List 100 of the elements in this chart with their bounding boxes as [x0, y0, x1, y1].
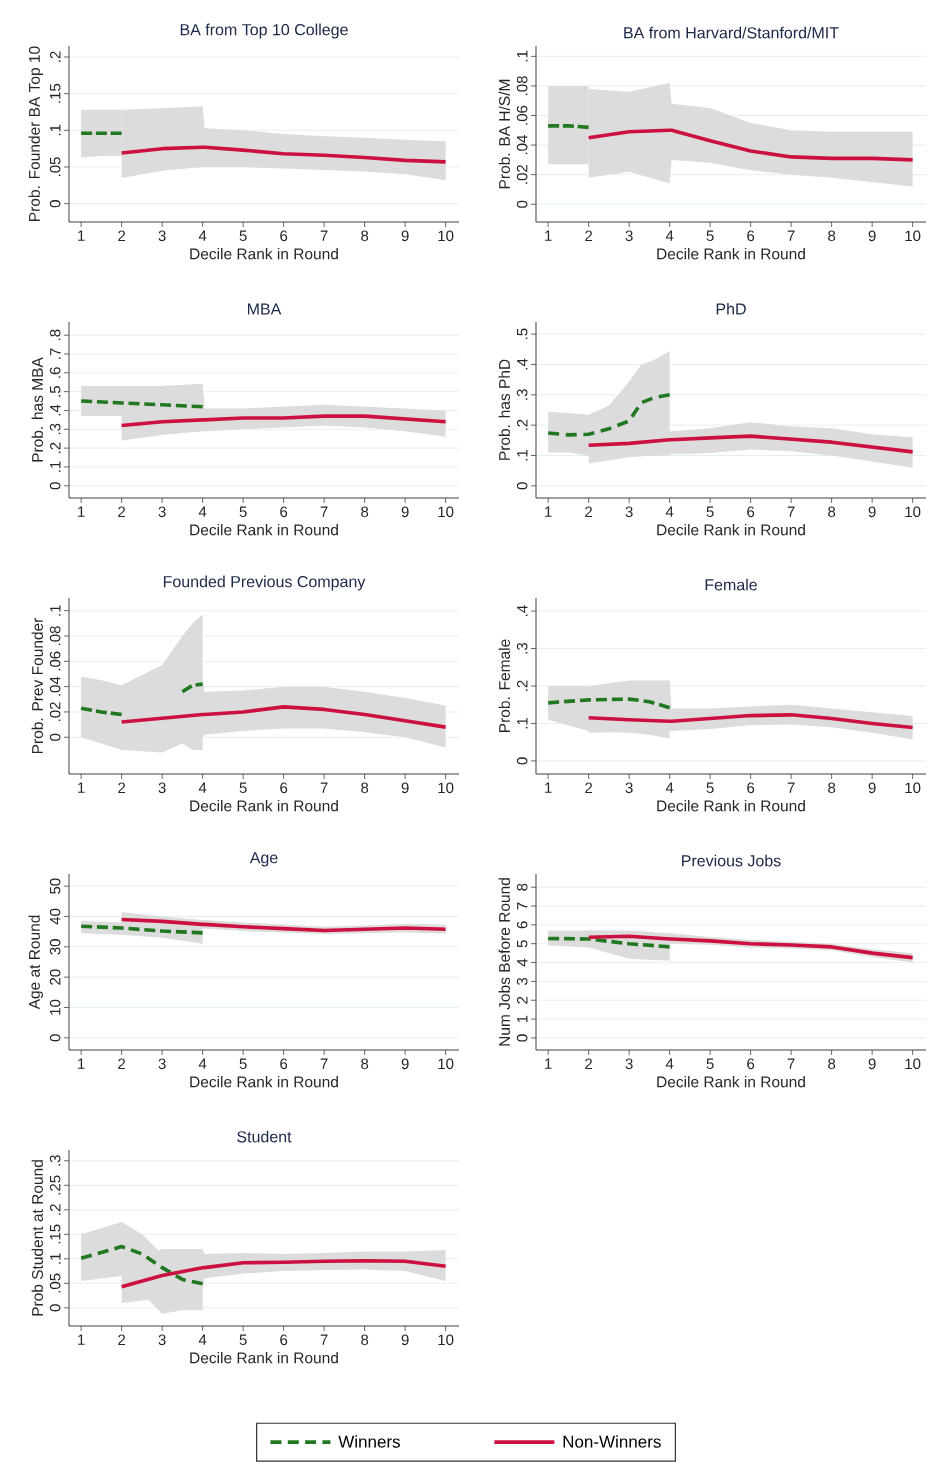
- x-tick-label: 1: [545, 506, 552, 517]
- y-axis-title: Prob. has PhD: [498, 359, 510, 460]
- y-tick-label: 30: [49, 939, 61, 955]
- x-tick-label: 2: [585, 782, 593, 793]
- y-tick-label: .06: [49, 651, 61, 671]
- y-tick-label: .04: [516, 135, 528, 155]
- x-tick-label: 8: [828, 782, 836, 794]
- y-tick-label: 8: [516, 883, 528, 891]
- y-tick-label: .15: [50, 1224, 61, 1244]
- line-series: [586, 713, 915, 730]
- x-tick-label: 1: [78, 782, 85, 793]
- x-tick-label: 3: [158, 506, 166, 518]
- x-tick-label: 4: [198, 782, 207, 793]
- x-tick-label: 5: [706, 506, 714, 517]
- y-tick-label: .1: [50, 1253, 61, 1264]
- line-series: [119, 917, 448, 933]
- y-tick-label: .1: [517, 50, 528, 62]
- legend-label: Winners: [338, 1435, 400, 1448]
- x-tick-label: 7: [787, 506, 795, 517]
- x-tick-label: 8: [361, 1334, 369, 1346]
- x-tick-label: 5: [239, 782, 247, 793]
- chart-title: PhD: [716, 302, 746, 315]
- x-tick-label: 2: [585, 230, 593, 241]
- x-tick-label: 5: [239, 1334, 247, 1345]
- x-tick-label: 9: [868, 506, 876, 518]
- y-axis-title: Prob. has MBA: [31, 357, 43, 462]
- x-tick-label: 3: [625, 506, 633, 518]
- x-tick-label: 4: [665, 782, 674, 793]
- y-tick-label: 4: [517, 958, 528, 967]
- x-tick-label: 10: [905, 506, 921, 518]
- x-tick-label: 9: [868, 230, 876, 242]
- y-tick-label: 0: [49, 1034, 61, 1042]
- y-tick-label: .25: [49, 1175, 61, 1195]
- y-tick-label: .2: [516, 419, 528, 431]
- x-tick-label: 10: [905, 782, 921, 794]
- y-tick-label: 6: [516, 921, 528, 929]
- x-axis-title: Decile Rank in Round: [657, 524, 805, 536]
- line-series: [119, 145, 448, 164]
- x-axis-title: Decile Rank in Round: [190, 248, 338, 260]
- y-tick-label: 40: [49, 908, 61, 925]
- x-tick-label: 8: [828, 230, 836, 242]
- x-tick-label: 3: [625, 782, 633, 794]
- x-tick-label: 7: [320, 506, 328, 517]
- y-tick-label: .1: [50, 461, 61, 472]
- x-tick-label: 1: [78, 1058, 85, 1069]
- y-tick-label: .1: [517, 449, 528, 461]
- y-tick-label: .08: [516, 76, 528, 95]
- y-tick-label: .6: [49, 367, 61, 378]
- y-tick-label: .1: [50, 124, 61, 136]
- y-tick-label: .06: [516, 105, 528, 125]
- y-tick-label: .02: [49, 702, 61, 722]
- y-axis-title: Prob. BA H/S/M: [498, 79, 510, 189]
- y-tick-label: .4: [50, 404, 61, 416]
- y-tick-label: 0: [516, 482, 528, 490]
- x-tick-label: 3: [158, 782, 166, 794]
- y-tick-label: .1: [517, 717, 528, 729]
- x-tick-label: 10: [438, 230, 454, 242]
- y-tick-label: 0: [516, 1034, 528, 1042]
- y-tick-label: .7: [50, 348, 61, 359]
- x-tick-label: 8: [828, 1058, 836, 1070]
- x-tick-label: 8: [361, 506, 369, 518]
- x-tick-label: 9: [401, 1058, 409, 1070]
- y-tick-label: 0: [49, 1304, 61, 1312]
- line-series: [546, 936, 672, 949]
- chart-title: Founded Previous Company: [163, 575, 366, 591]
- y-axis-title: Prob. Founder BA Top 10: [28, 46, 43, 221]
- x-tick-label: 1: [545, 1058, 552, 1069]
- chart-title: Previous Jobs: [682, 854, 781, 867]
- x-tick-label: 2: [118, 506, 126, 517]
- x-tick-label: 5: [706, 230, 714, 241]
- x-tick-label: 2: [585, 1058, 593, 1069]
- y-tick-label: .3: [516, 389, 528, 400]
- y-axis-title: Age at Round: [28, 915, 43, 1010]
- y-tick-label: .4: [517, 605, 528, 616]
- x-tick-label: 9: [401, 506, 409, 518]
- x-tick-label: 6: [280, 1058, 288, 1070]
- x-tick-label: 9: [868, 782, 876, 794]
- y-tick-label: 0: [49, 200, 61, 208]
- x-tick-label: 5: [706, 1058, 714, 1069]
- x-tick-label: 10: [438, 1334, 454, 1346]
- y-tick-label: 0: [516, 200, 528, 208]
- y-tick-label: .3: [516, 642, 528, 654]
- y-tick-label: .02: [516, 164, 528, 184]
- y-tick-label: 7: [517, 902, 528, 910]
- y-tick-label: .8: [49, 329, 61, 341]
- line-series: [546, 697, 672, 710]
- chart-title: Female: [705, 578, 757, 591]
- x-tick-label: 3: [158, 1058, 166, 1070]
- x-axis-title: Decile Rank in Round: [190, 1076, 338, 1088]
- x-tick-label: 4: [198, 230, 207, 241]
- y-tick-label: 0: [49, 482, 61, 490]
- x-tick-label: 3: [625, 1058, 633, 1070]
- y-tick-label: 5: [517, 940, 528, 948]
- x-tick-label: 7: [320, 1058, 328, 1069]
- y-tick-label: .5: [50, 386, 61, 397]
- x-tick-label: 7: [787, 782, 795, 793]
- y-tick-label: .3: [49, 423, 61, 435]
- x-tick-label: 5: [239, 1058, 247, 1069]
- line-series: [586, 128, 915, 162]
- y-tick-label: .4: [517, 358, 528, 370]
